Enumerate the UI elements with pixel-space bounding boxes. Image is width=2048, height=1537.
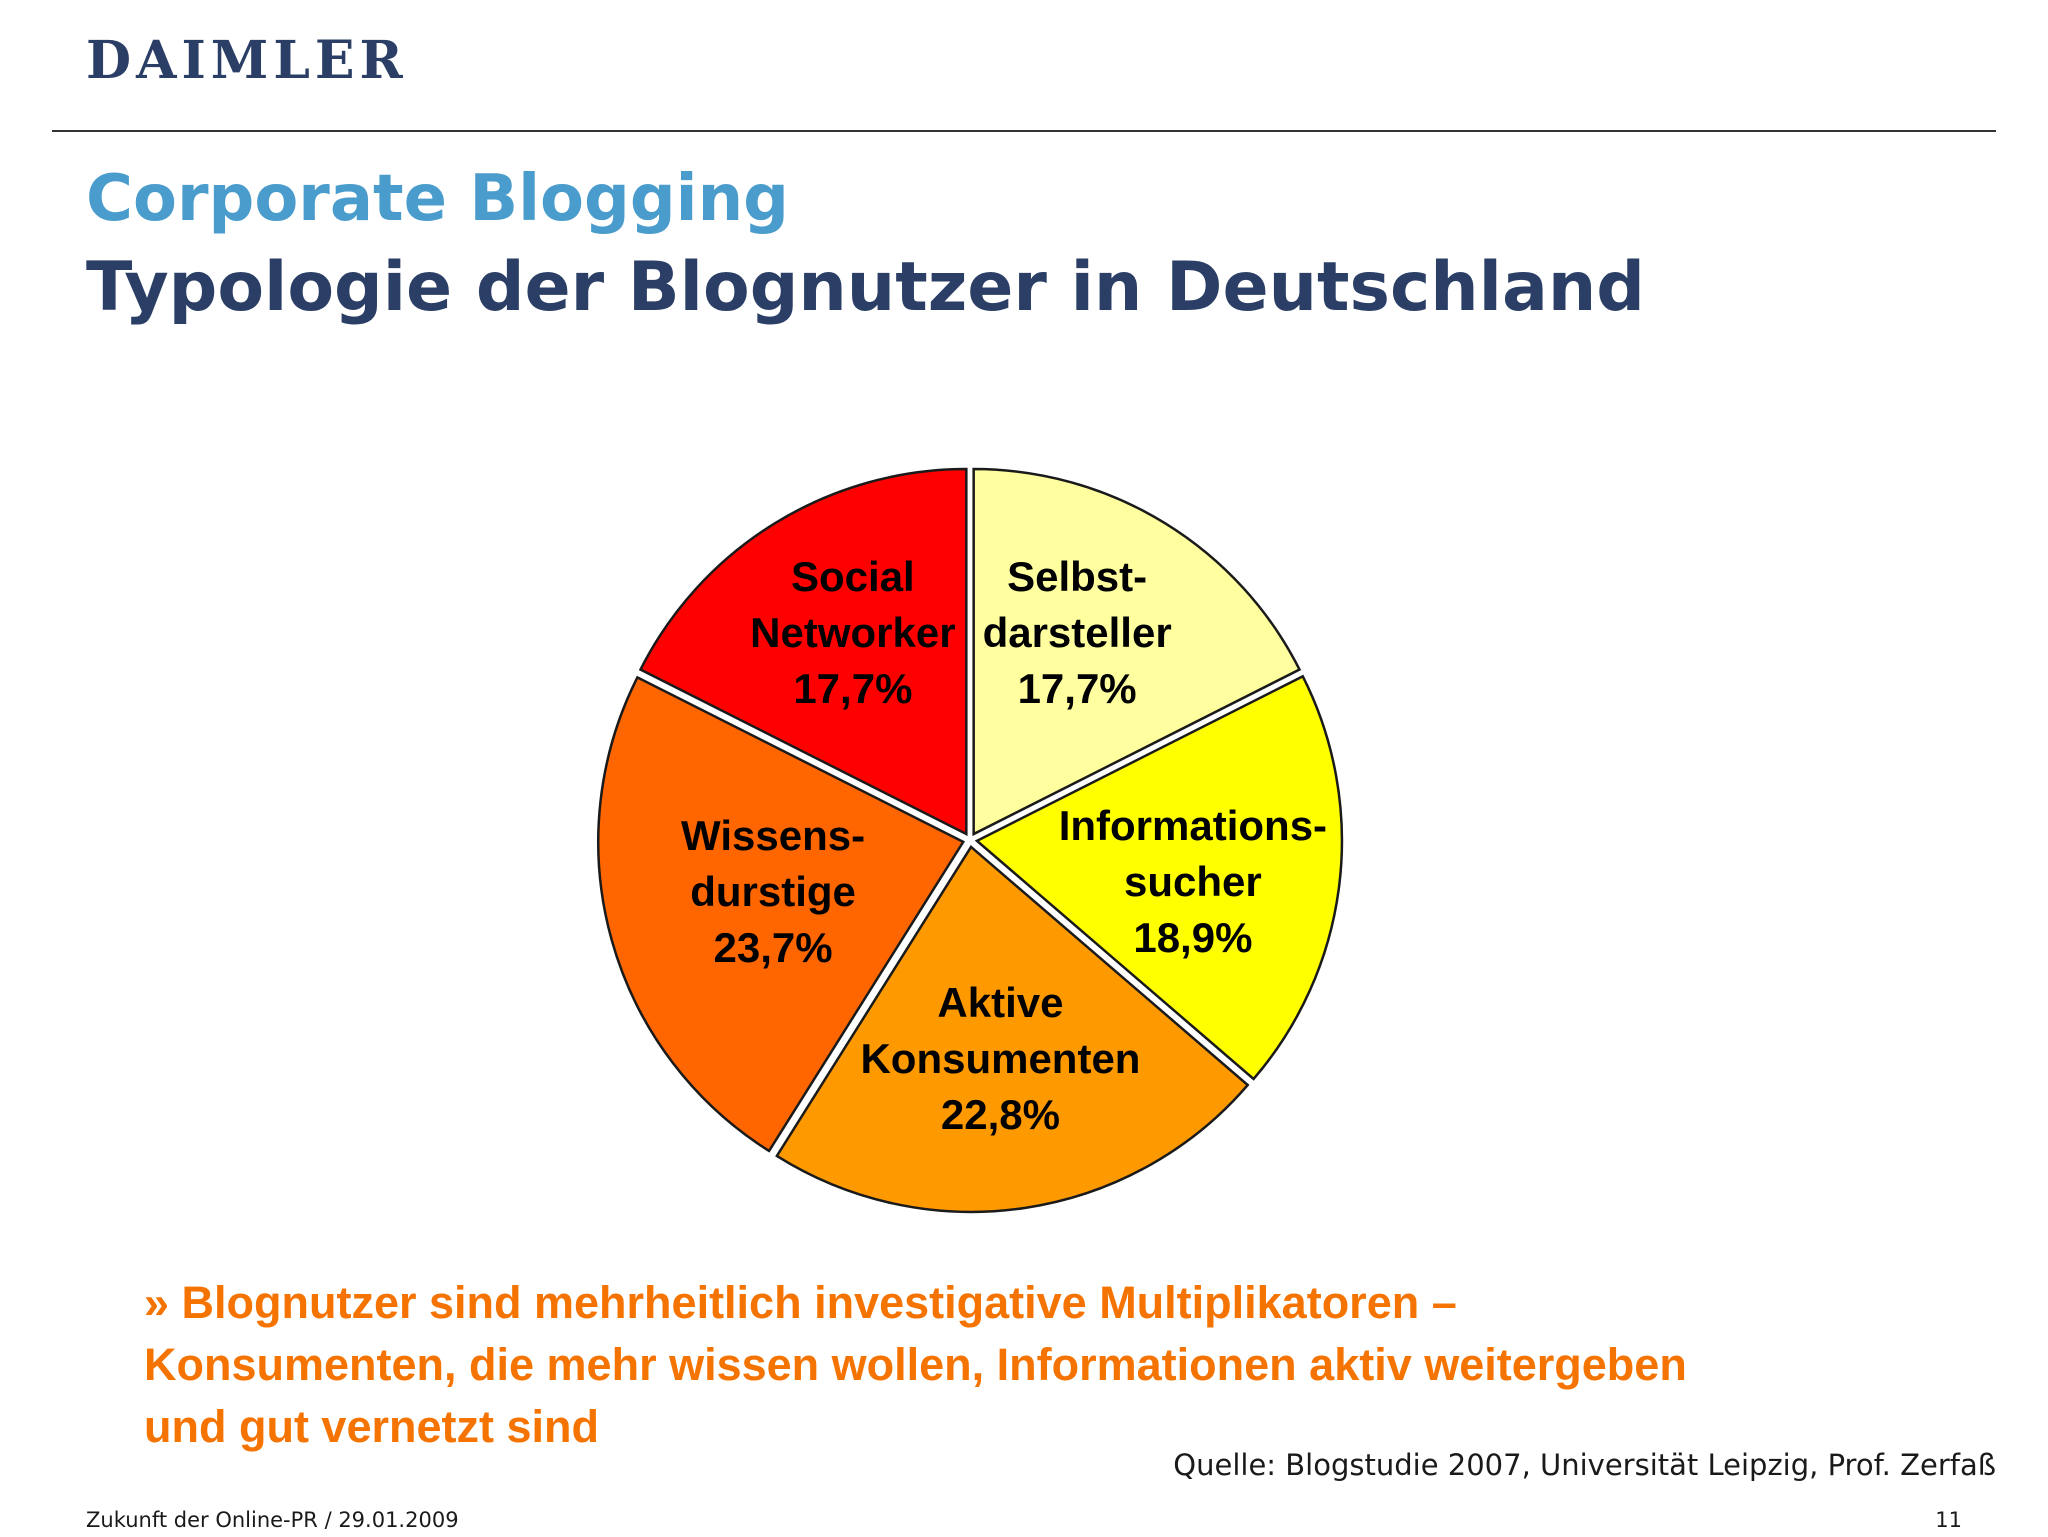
pie-slice-label: Aktive Konsumenten 22,8% xyxy=(860,979,1140,1138)
conclusion-line: Konsumenten, die mehr wissen wollen, Inf… xyxy=(144,1339,1687,1390)
pie-slice-value: 17,7% xyxy=(1018,665,1137,712)
pie-slice-label: Wissens-durstige 23,7% xyxy=(681,812,865,971)
pie-slice-category: sucher xyxy=(1124,858,1262,905)
daimler-logo: DAIMLER xyxy=(86,30,408,91)
pie-slice-value: 17,7% xyxy=(793,665,912,712)
header-divider xyxy=(52,130,1996,132)
conclusion-line: und gut vernetzt sind xyxy=(144,1401,599,1452)
pie-slice-value: 23,7% xyxy=(714,924,833,971)
pie-slice-label: Social Networker 17,7% xyxy=(750,553,955,712)
pie-slice-value: 18,9% xyxy=(1133,914,1252,961)
page-title: Corporate Blogging xyxy=(86,162,789,236)
pie-slice-label: Selbst-darsteller 17,7% xyxy=(983,553,1172,712)
pie-slice-category: Social xyxy=(791,553,915,600)
pie-slice-category: darsteller xyxy=(983,609,1172,656)
pie-slice-category: Konsumenten xyxy=(860,1035,1140,1082)
source-citation: Quelle: Blogstudie 2007, Universität Lei… xyxy=(1173,1448,1996,1482)
conclusion-line: » Blognutzer sind mehrheitlich investiga… xyxy=(144,1277,1457,1328)
pie-slice-category: Aktive xyxy=(937,979,1063,1026)
pie-slice-label: Informations-sucher 18,9% xyxy=(1059,802,1327,961)
pie-slice xyxy=(974,674,1344,1081)
pie-slice-category: Networker xyxy=(750,609,955,656)
conclusion-text: » Blognutzer sind mehrheitlich investiga… xyxy=(144,1272,2004,1458)
pie-slice xyxy=(775,845,1250,1214)
footer-text: Zukunft der Online-PR / 29.01.2009 xyxy=(86,1508,459,1532)
page-number: 11 xyxy=(1935,1508,1962,1532)
pie-slice-category: durstige xyxy=(690,868,856,915)
pie-slice xyxy=(972,467,1302,837)
page-subtitle: Typologie der Blognutzer in Deutschland xyxy=(86,248,1645,327)
pie-slice-value: 22,8% xyxy=(941,1091,1060,1138)
pie-slice xyxy=(638,467,968,837)
pie-slice-category: Selbst- xyxy=(1007,553,1147,600)
pie-slice xyxy=(597,675,966,1153)
pie-slice-category: Informations- xyxy=(1059,802,1327,849)
pie-slice-category: Wissens- xyxy=(681,812,865,859)
